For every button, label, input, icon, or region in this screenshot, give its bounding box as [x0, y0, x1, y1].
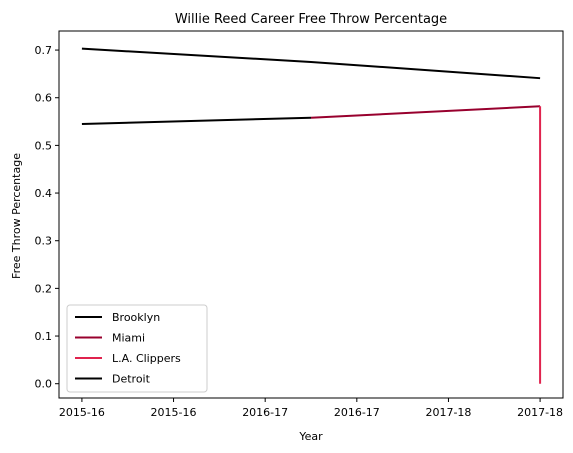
legend-label: Detroit — [112, 373, 151, 386]
legend-label: Brooklyn — [112, 311, 160, 324]
plot-frame — [58, 30, 564, 399]
y-axis-title: Free Throw Percentage — [10, 153, 23, 279]
y-tick-label: 0.6 — [35, 92, 53, 105]
chart-title: Willie Reed Career Free Throw Percentage — [175, 12, 447, 27]
series-line-detroit — [81, 47, 541, 80]
x-tick-label: 2017-18 — [517, 406, 563, 419]
x-axis: 2015-16 2015-16 2016-17 2016-17 2017-18 2017-… — [59, 398, 563, 419]
y-tick-label: 0.1 — [35, 330, 53, 343]
x-tick-label: 2015-16 — [151, 406, 197, 419]
legend-box — [66, 304, 208, 393]
y-tick-label: 0.4 — [35, 187, 53, 200]
y-tick-label: 0.3 — [35, 235, 53, 248]
x-tick-label: 2017-18 — [425, 406, 471, 419]
x-tick-label: 2016-17 — [242, 406, 288, 419]
legend-label: L.A. Clippers — [112, 352, 181, 365]
legend: Brooklyn Miami L.A. Clippers Detroit — [66, 304, 208, 393]
x-axis-title: Year — [298, 430, 323, 443]
y-tick-label: 0.2 — [35, 282, 53, 295]
x-tick-label: 2016-17 — [334, 406, 380, 419]
series-line-brooklyn — [81, 116, 312, 125]
series-layer — [81, 47, 542, 384]
x-tick-label: 2015-16 — [59, 406, 105, 419]
y-tick-label: 0.0 — [35, 378, 53, 391]
series-line-miami — [310, 105, 541, 119]
y-tick-label: 0.5 — [35, 139, 53, 152]
y-tick-label: 0.7 — [35, 44, 53, 57]
legend-label: Miami — [112, 332, 145, 345]
y-axis: 0.0 0.1 0.2 0.3 0.4 0.5 0.6 0.7 — [35, 44, 59, 391]
